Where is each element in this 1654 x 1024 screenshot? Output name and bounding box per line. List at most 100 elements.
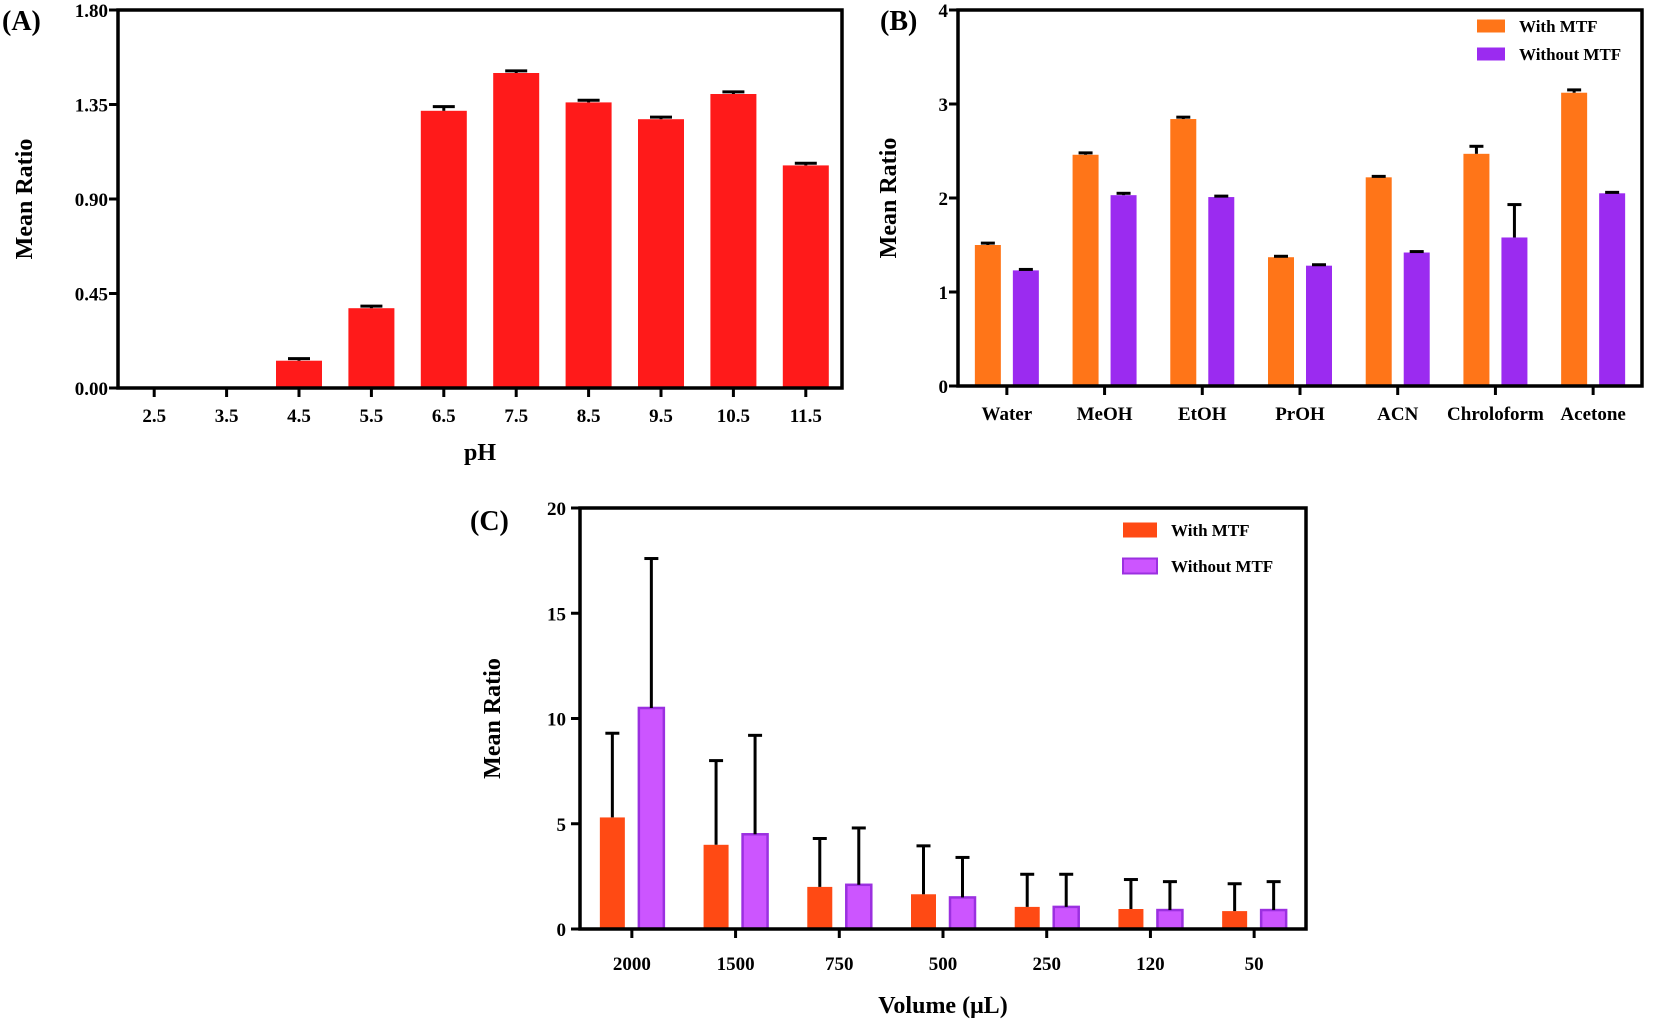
y-tick-label: 0 — [557, 920, 567, 941]
bar — [1306, 265, 1332, 386]
legend: With MTF Without MTF — [1477, 17, 1621, 64]
legend-swatch — [1123, 522, 1157, 538]
legend-label: Without MTF — [1171, 557, 1273, 576]
x-tick-label: 2000 — [613, 954, 651, 975]
y-tick-label: 0.00 — [75, 379, 108, 400]
bar — [1118, 909, 1144, 929]
y-tick-label: 3 — [939, 95, 949, 116]
y-axis-title: Mean Ratio — [12, 139, 38, 260]
bar — [1599, 193, 1626, 386]
x-tick-label: 10.5 — [717, 406, 750, 427]
y-tick-label: 15 — [547, 604, 566, 625]
legend-swatch — [1122, 557, 1158, 575]
x-tick-label: PrOH — [1275, 404, 1325, 425]
x-tick-label: ACN — [1377, 404, 1418, 425]
x-tick-label: 9.5 — [649, 406, 673, 427]
x-tick-label: Acetone — [1560, 404, 1625, 425]
legend-swatch — [1477, 47, 1505, 61]
bar — [845, 883, 873, 931]
legend-label: With MTF — [1519, 17, 1598, 36]
legend-swatch — [1477, 19, 1505, 33]
bar — [1012, 270, 1039, 386]
chart-panel-1: (A) 0.00 0.45 0.90 1.35 1.80 2.5 3.5 4.5 5.5 6.5 7.… — [2, 1, 844, 466]
legend: With MTF Without MTF — [1122, 521, 1273, 576]
bar — [1268, 257, 1294, 386]
bar — [493, 73, 540, 388]
plot-frame — [116, 8, 844, 390]
bar — [638, 119, 684, 388]
x-tick-label: EtOH — [1178, 404, 1227, 425]
y-tick-label: 2 — [939, 189, 949, 210]
bar — [420, 110, 467, 389]
x-tick-label: MeOH — [1077, 404, 1133, 425]
y-tick-label: 5 — [557, 815, 567, 836]
y-tick-label: 0.45 — [75, 285, 108, 306]
x-tick-label: 2.5 — [142, 406, 166, 427]
x-tick-label: 5.5 — [360, 406, 384, 427]
x-tick-label: 6.5 — [432, 406, 456, 427]
plot-frame — [956, 8, 1644, 388]
bar — [710, 94, 757, 388]
y-tick-label: 1.80 — [75, 1, 108, 22]
bar — [1170, 119, 1197, 386]
bar — [1208, 197, 1235, 386]
legend-label: With MTF — [1171, 521, 1250, 540]
bar — [637, 706, 666, 931]
bar — [1156, 908, 1184, 931]
x-tick-label: Chroloform — [1447, 404, 1544, 425]
bar — [741, 833, 769, 931]
x-tick-label: 750 — [825, 954, 854, 975]
y-tick-label: 10 — [547, 710, 566, 731]
bar — [276, 360, 322, 388]
panel-label: (A) — [2, 6, 41, 37]
x-tick-label: 500 — [929, 954, 958, 975]
y-axis-title: Mean Ratio — [480, 658, 506, 779]
y-tick-label: 1 — [939, 283, 949, 304]
x-tick-label: 8.5 — [577, 406, 601, 427]
bar — [1501, 237, 1528, 386]
bar — [1222, 911, 1248, 929]
bar — [599, 817, 625, 929]
x-axis-title: Volume (μL) — [878, 993, 1007, 1019]
bar — [948, 896, 977, 931]
chart-panel-3: (C) 0 5 10 15 20 2000 1500 750 500 250 120 50 Mean Ra… — [470, 499, 1308, 1019]
x-tick-label: 250 — [1032, 954, 1061, 975]
x-tick-label: 7.5 — [504, 406, 528, 427]
bar — [974, 245, 1001, 386]
x-tick-label: 11.5 — [790, 406, 822, 427]
bar — [1403, 252, 1430, 386]
bar — [1259, 908, 1288, 931]
y-axis-title: Mean Ratio — [876, 138, 902, 259]
y-tick-label: 1.35 — [75, 96, 108, 117]
bar — [703, 844, 729, 929]
bar — [911, 894, 936, 929]
plot-frame — [578, 506, 1308, 931]
y-tick-label: 20 — [547, 499, 566, 520]
bar — [348, 308, 395, 388]
x-tick-label: 3.5 — [215, 406, 239, 427]
legend-label: Without MTF — [1519, 45, 1621, 64]
bar — [1014, 906, 1040, 929]
bar — [782, 165, 829, 388]
x-tick-label: 4.5 — [287, 406, 311, 427]
chart-panel-2: (B) 0 1 2 3 4 Water MeOH EtOH PrOH ACN Chroloform Ac… — [876, 1, 1644, 425]
x-axis-title: pH — [464, 440, 496, 466]
bar — [1072, 154, 1099, 386]
bar — [1463, 153, 1490, 386]
x-tick-label: 120 — [1136, 954, 1165, 975]
bar — [807, 886, 833, 929]
y-tick-label: 4 — [939, 1, 949, 22]
x-tick-label: Water — [982, 404, 1033, 425]
bar — [1561, 92, 1588, 386]
panel-label: (C) — [470, 506, 509, 537]
x-tick-label: 50 — [1245, 954, 1264, 975]
bar — [1365, 177, 1392, 386]
bar — [1052, 905, 1080, 931]
y-tick-label: 0 — [939, 377, 949, 398]
x-tick-label: 1500 — [717, 954, 755, 975]
y-tick-label: 0.90 — [75, 190, 108, 211]
bar — [565, 102, 612, 389]
panel-label: (B) — [880, 6, 917, 37]
bar — [1110, 195, 1137, 386]
